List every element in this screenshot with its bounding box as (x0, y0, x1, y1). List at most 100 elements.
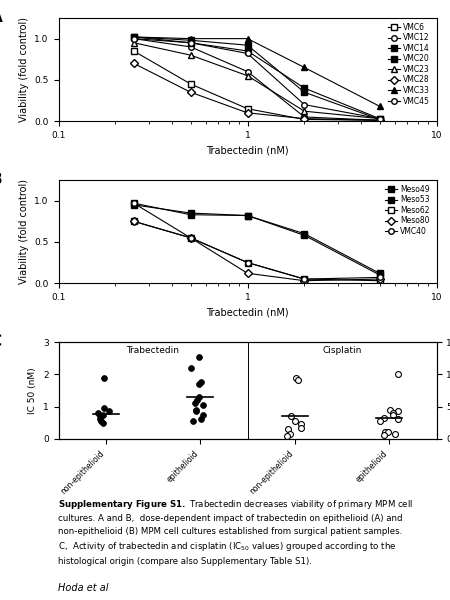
Meso53 (188, 211, 194, 218)
Point (194, 395, 201, 405)
VMC33 (377, 103, 382, 110)
VMC45 (302, 101, 307, 108)
VMC23 (131, 39, 136, 46)
VMC45 (188, 39, 194, 46)
Line: VMC33: VMC33 (131, 34, 382, 109)
Line: VMC20: VMC20 (131, 34, 382, 121)
VMC14 (377, 116, 382, 123)
VMC6 (188, 80, 194, 88)
VMC12 (188, 43, 194, 50)
Line: Meso62: Meso62 (131, 218, 382, 283)
Point (195, 352, 203, 361)
VMC20 (377, 115, 382, 122)
Point (190, 416, 197, 426)
VMC6 (245, 105, 250, 112)
VMC40 (188, 234, 194, 241)
VMC28 (131, 60, 136, 67)
Point (199, 400, 206, 410)
VMC6 (131, 47, 136, 55)
Meso49 (302, 232, 307, 239)
Meso53 (131, 200, 136, 207)
Line: VMC45: VMC45 (131, 36, 382, 121)
Line: VMC40: VMC40 (131, 200, 382, 282)
Point (197, 415, 204, 424)
VMC12 (131, 35, 136, 42)
Meso53 (245, 212, 250, 219)
VMC33 (302, 64, 307, 71)
VMC6 (377, 116, 382, 124)
Meso49 (131, 201, 136, 208)
VMC23 (377, 115, 382, 122)
Point (390, 408, 397, 418)
Meso62 (131, 218, 136, 225)
Text: Hoda et al: Hoda et al (58, 583, 109, 593)
Y-axis label: Viability (fold control): Viability (fold control) (19, 17, 29, 122)
VMC20 (245, 47, 250, 55)
Meso62 (377, 277, 382, 284)
Point (381, 428, 388, 437)
Line: VMC14: VMC14 (131, 34, 382, 122)
Point (192, 407, 199, 416)
Point (94, 408, 102, 418)
Point (285, 424, 292, 434)
Point (292, 373, 299, 382)
VMC20 (188, 39, 194, 46)
X-axis label: Trabectedin (nM): Trabectedin (nM) (206, 145, 289, 155)
VMC12 (245, 68, 250, 75)
Point (100, 418, 107, 428)
VMC14 (188, 37, 194, 44)
Point (395, 370, 402, 379)
VMC40 (302, 275, 307, 283)
Line: VMC28: VMC28 (131, 61, 382, 123)
Point (376, 416, 383, 426)
Point (380, 430, 387, 440)
Meso49 (377, 271, 382, 278)
VMC20 (131, 34, 136, 41)
Y-axis label: IC 50 (nM): IC 50 (nM) (28, 367, 37, 414)
Point (288, 412, 295, 421)
Line: Meso53: Meso53 (131, 200, 382, 276)
Point (96, 415, 103, 424)
Point (191, 398, 198, 408)
Meso49 (188, 209, 194, 217)
Meso80 (377, 275, 382, 283)
VMC40 (245, 259, 250, 266)
Point (97, 412, 104, 421)
Point (295, 375, 302, 385)
Y-axis label: Viability (fold control): Viability (fold control) (19, 179, 29, 284)
Meso53 (302, 230, 307, 237)
VMC20 (302, 85, 307, 92)
VMC14 (245, 41, 250, 49)
Meso80 (131, 218, 136, 225)
Point (193, 405, 200, 415)
Point (99, 410, 106, 419)
Legend: VMC6, VMC12, VMC14, VMC20, VMC23, VMC28, VMC33, VMC45: VMC6, VMC12, VMC14, VMC20, VMC23, VMC28,… (385, 20, 433, 109)
Meso62 (245, 259, 250, 266)
Point (395, 415, 402, 424)
Text: C: C (0, 334, 2, 349)
Point (391, 429, 398, 439)
VMC14 (131, 34, 136, 41)
Point (387, 405, 394, 415)
VMC12 (377, 116, 382, 124)
VMC33 (188, 35, 194, 42)
Point (101, 373, 108, 382)
VMC14 (302, 89, 307, 96)
Meso49 (245, 212, 250, 219)
Point (291, 416, 298, 426)
Line: VMC12: VMC12 (131, 36, 382, 123)
Line: Meso49: Meso49 (131, 202, 382, 278)
VMC45 (245, 50, 250, 57)
Meso62 (302, 275, 307, 283)
Point (380, 413, 387, 422)
VMC6 (302, 116, 307, 123)
VMC23 (188, 52, 194, 59)
Point (105, 407, 112, 416)
Meso80 (302, 277, 307, 284)
Text: $\bf{Supplementary\ Figure\ S1.}$ Trabectedin decreases viability of primary MPM: $\bf{Supplementary\ Figure\ S1.}$ Trabec… (58, 498, 414, 566)
Point (188, 363, 195, 373)
Point (198, 377, 205, 387)
VMC33 (245, 35, 250, 42)
Point (101, 403, 108, 413)
VMC45 (131, 35, 136, 42)
